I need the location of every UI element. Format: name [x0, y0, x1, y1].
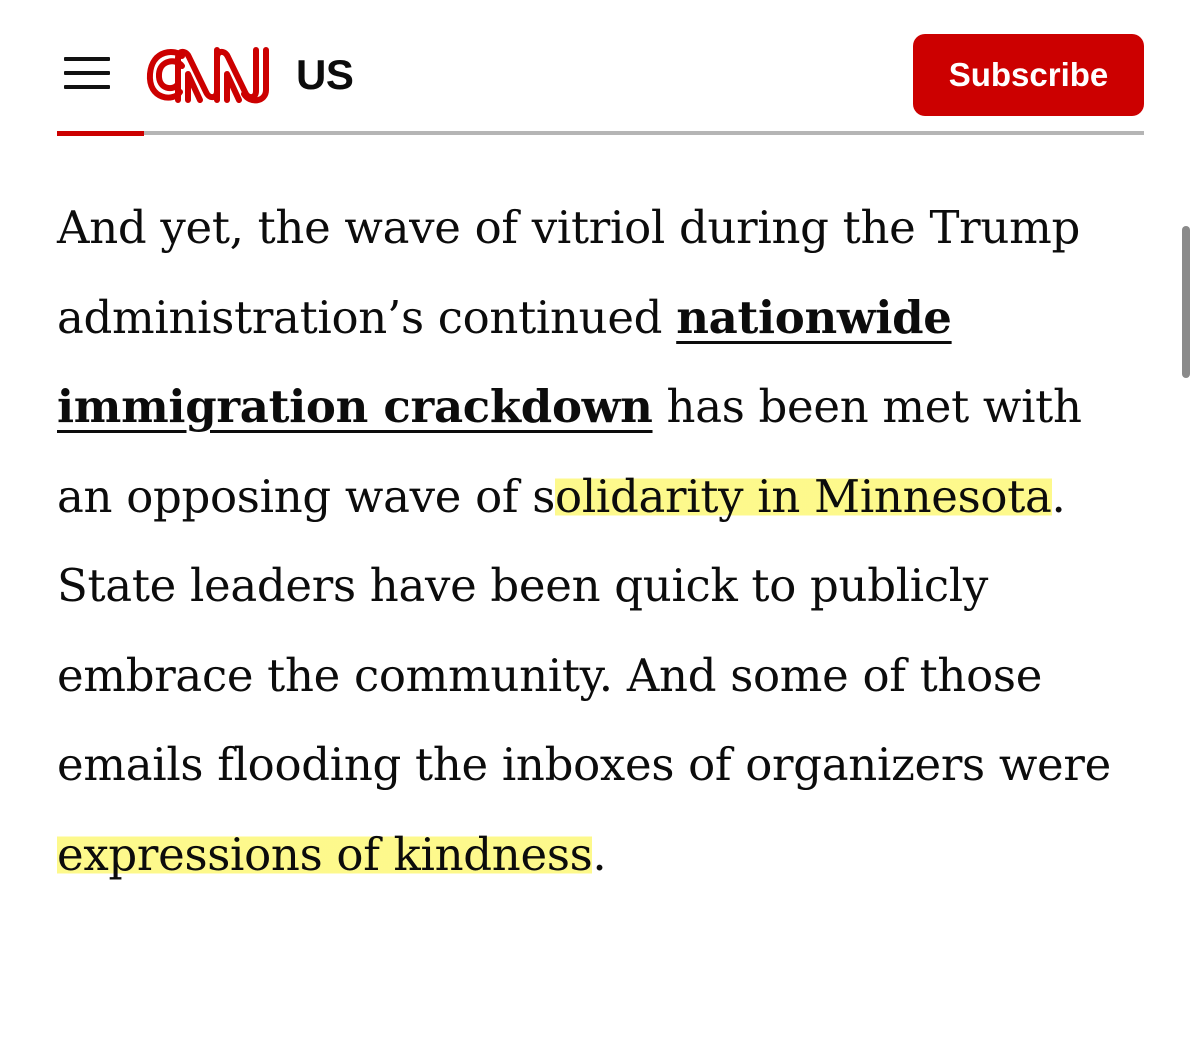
cnn-logo[interactable]: [144, 44, 276, 106]
reading-progress-fill: [57, 131, 144, 136]
highlighted-text: expressions of kindness: [57, 827, 593, 881]
subscribe-button[interactable]: Subscribe: [913, 34, 1144, 116]
site-header: US Subscribe: [0, 0, 1200, 140]
article-paragraph: And yet, the wave of vitriol during the …: [57, 183, 1137, 899]
reading-progress-bar: [57, 131, 1144, 136]
paragraph-text: has been met with an opposing wave of s: [57, 380, 1082, 523]
edition-label[interactable]: US: [296, 51, 354, 98]
article-link-immigration-crackdown[interactable]: nationwide immigration crackdown: [57, 290, 952, 434]
scrollbar[interactable]: [1182, 226, 1190, 378]
paragraph-text: . State leaders have been quick to publi…: [57, 469, 1111, 792]
hamburger-menu-icon[interactable]: [58, 52, 114, 94]
highlighted-text: olidarity in Minnesota: [555, 469, 1052, 523]
paragraph-text: And yet, the wave of vitriol during the …: [57, 201, 1080, 344]
paragraph-text: .: [592, 827, 607, 881]
article-body: And yet, the wave of vitriol during the …: [57, 183, 1137, 899]
